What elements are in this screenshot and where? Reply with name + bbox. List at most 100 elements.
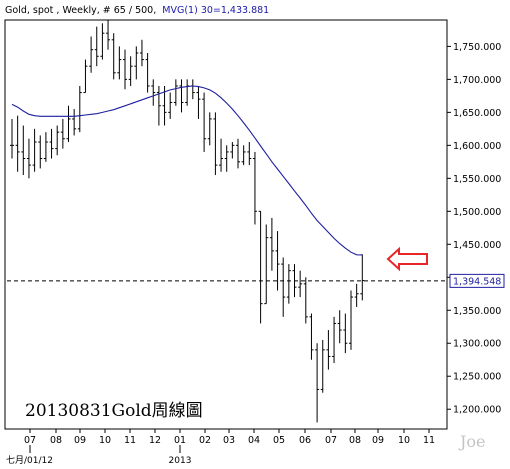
- ohlc-bar: [38, 135, 43, 169]
- x-tick-label: 12: [149, 435, 161, 446]
- ohlc-bar: [26, 138, 31, 179]
- price-bars: [10, 20, 365, 423]
- x-date-label: 七月/01/12: [6, 455, 53, 466]
- ohlc-bar: [128, 56, 133, 86]
- current-price-box: [449, 273, 505, 288]
- ohlc-bar: [286, 264, 291, 304]
- x-tick-label: 10: [99, 435, 111, 446]
- y-tick-label: 1,200.000: [453, 405, 501, 416]
- x-tick-label: 09: [372, 435, 384, 446]
- ohlc-bar: [298, 270, 303, 298]
- x-tick-label: 09: [74, 435, 86, 446]
- chart-header: Gold, spot , Weekly, # 65 / 500, MVG(1) …: [5, 5, 269, 16]
- ohlc-bar: [162, 85, 167, 126]
- ohlc-bar: [258, 210, 263, 324]
- ohlc-bar: [303, 277, 308, 324]
- ohlc-bar: [247, 142, 252, 166]
- ohlc-bar: [72, 109, 77, 136]
- ohlc-bar: [354, 283, 359, 307]
- ohlc-bar: [230, 142, 235, 159]
- chart-annotation: 20130831Gold周線圖: [25, 401, 203, 421]
- ohlc-bar: [337, 310, 342, 344]
- ohlc-bar: [117, 46, 122, 80]
- ohlc-bar: [349, 290, 353, 350]
- ohlc-bar: [173, 79, 178, 106]
- ohlc-bar: [10, 118, 14, 159]
- red-arrow-icon: [386, 246, 428, 272]
- ohlc-bar: [196, 85, 201, 119]
- ohlc-bar: [320, 339, 325, 393]
- ohlc-bar: [343, 313, 348, 354]
- ohlc-bar: [77, 85, 82, 133]
- x-tick-label: 04: [248, 435, 260, 446]
- chart-title: Gold, spot , Weekly, # 65 / 500,: [5, 5, 156, 16]
- y-tick-label: 1,300.000: [453, 339, 501, 350]
- y-tick-label: 1,650.000: [453, 108, 501, 119]
- ohlc-bar: [49, 128, 54, 159]
- current-price-label-box: 1,394.548: [449, 273, 505, 288]
- x-tick-label: 10: [398, 435, 410, 446]
- x-tick-label: 06: [299, 435, 311, 446]
- ohlc-bar: [332, 316, 337, 364]
- ohlc-bar: [156, 85, 161, 126]
- ohlc-bar: [309, 313, 314, 360]
- ohlc-bar: [202, 92, 207, 152]
- x-tick-label: 05: [273, 435, 285, 446]
- plot-area: [4, 19, 448, 430]
- x-tick-label: 02: [199, 435, 211, 446]
- x-tick-label: 03: [223, 435, 235, 446]
- y-tick-label: 1,700.000: [453, 75, 501, 86]
- ohlc-bar: [219, 138, 224, 172]
- moving-average-line: [11, 85, 363, 256]
- y-tick-label: 1,250.000: [453, 372, 501, 383]
- ohlc-bar: [21, 125, 26, 176]
- ohlc-bar: [123, 49, 127, 90]
- x-tick-label: 11: [423, 435, 435, 446]
- x-tick-label: 07: [24, 435, 36, 446]
- ohlc-bar: [111, 33, 116, 80]
- y-tick-label: 1,500.000: [453, 207, 501, 218]
- ohlc-bar: [55, 125, 60, 156]
- ohlc-bar: [252, 151, 257, 225]
- ohlc-bar: [89, 36, 94, 73]
- ohlc-bar: [106, 20, 111, 50]
- x-tick-label: 08: [349, 435, 361, 446]
- ohlc-bar: [213, 112, 218, 176]
- ohlc-bar: [179, 79, 184, 113]
- ohlc-bar: [15, 115, 20, 172]
- y-tick-label: 1,550.000: [453, 174, 501, 185]
- ma-indicator-label: MVG(1) 30=1,433.881: [162, 5, 269, 16]
- x-tick-label: 01: [174, 435, 186, 446]
- ohlc-bar: [360, 254, 365, 301]
- ohlc-bar: [60, 118, 65, 149]
- y-tick-label: 1,350.000: [453, 306, 501, 317]
- ohlc-bar: [151, 79, 156, 106]
- ohlc-bar: [32, 128, 37, 172]
- y-tick-label: 1,450.000: [453, 240, 501, 251]
- current-price-value: 1,394.548: [453, 276, 501, 287]
- y-tick-label: 1,600.000: [453, 141, 501, 152]
- x-year-label: 2013: [169, 456, 192, 466]
- plot-frame: [4, 19, 448, 430]
- watermark: Joe: [458, 432, 486, 451]
- ohlc-bar: [83, 59, 88, 94]
- ohlc-bar: [139, 39, 144, 67]
- ohlc-bar: [326, 330, 331, 370]
- x-tick-label: 08: [50, 435, 62, 446]
- ohlc-bar: [241, 145, 246, 166]
- x-tick-label: 11: [124, 435, 136, 446]
- ohlc-bar: [315, 343, 320, 423]
- ohlc-bar: [66, 105, 71, 143]
- ohlc-bar: [94, 26, 99, 67]
- ohlc-bar: [145, 52, 150, 93]
- ohlc-bar: [100, 23, 105, 60]
- ohlc-bar: [275, 231, 280, 291]
- ohlc-bar: [269, 217, 274, 271]
- ohlc-bar: [134, 46, 139, 80]
- x-tick-label: 07: [325, 435, 337, 446]
- x-axis: 07 08 09 10 11 12 01 02 03 04 05 06 07 08 09 10 11 七月/01/…: [6, 429, 435, 466]
- ohlc-bar: [43, 132, 48, 162]
- ohlc-bar: [207, 112, 212, 146]
